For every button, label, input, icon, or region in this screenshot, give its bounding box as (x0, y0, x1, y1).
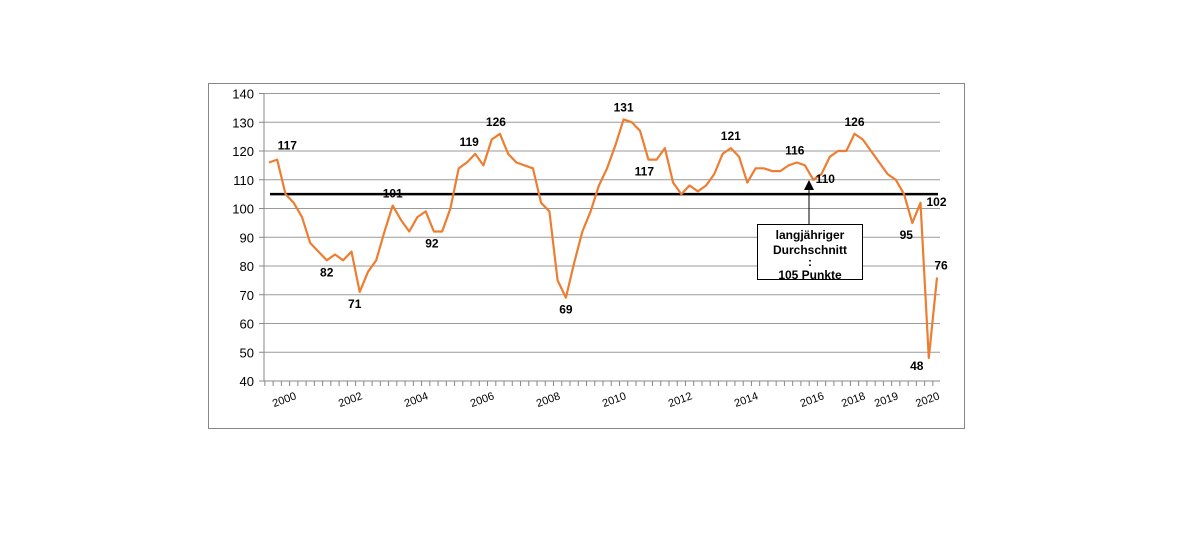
data-label: 117 (278, 139, 298, 153)
data-label: 69 (559, 303, 573, 317)
data-label: 126 (845, 115, 865, 129)
data-label: 92 (425, 237, 439, 251)
data-label: 101 (383, 187, 403, 201)
average-annotation-box: langjähriger Durchschnitt : 105 Punkte (757, 224, 863, 282)
data-label: 48 (910, 359, 924, 373)
series-line (268, 118, 939, 360)
data-label: 119 (459, 135, 479, 149)
y-tick-label: 60 (240, 317, 254, 332)
y-tick-label: 90 (240, 230, 254, 245)
y-tick-label: 110 (233, 173, 254, 188)
data-label: 95 (900, 228, 914, 242)
annotation-line-4: 105 Punkte (778, 268, 842, 282)
y-tick-label: 80 (240, 259, 254, 274)
annotation-line-2: Durchschnitt (772, 243, 847, 257)
y-tick-label: 140 (232, 87, 254, 102)
annotation-line-3: : (808, 255, 812, 269)
data-label: 71 (348, 297, 362, 311)
data-label: 117 (635, 165, 655, 179)
arrowhead-icon (804, 180, 814, 190)
data-label: 102 (926, 195, 946, 209)
data-label: 126 (486, 115, 506, 129)
data-label: 116 (785, 144, 805, 158)
data-label: 82 (320, 265, 334, 279)
annotation-line-1: langjähriger (775, 228, 845, 242)
data-label: 121 (721, 129, 741, 143)
y-tick-label: 130 (232, 115, 254, 130)
y-tick-label: 70 (240, 288, 254, 303)
data-label: 76 (934, 259, 948, 273)
data-label: 110 (816, 172, 836, 186)
y-tick-label: 40 (240, 374, 254, 389)
y-tick-label: 120 (232, 144, 254, 159)
y-tick-label: 50 (240, 345, 254, 360)
y-tick-label: 100 (232, 202, 254, 217)
data-label: 131 (614, 100, 634, 114)
